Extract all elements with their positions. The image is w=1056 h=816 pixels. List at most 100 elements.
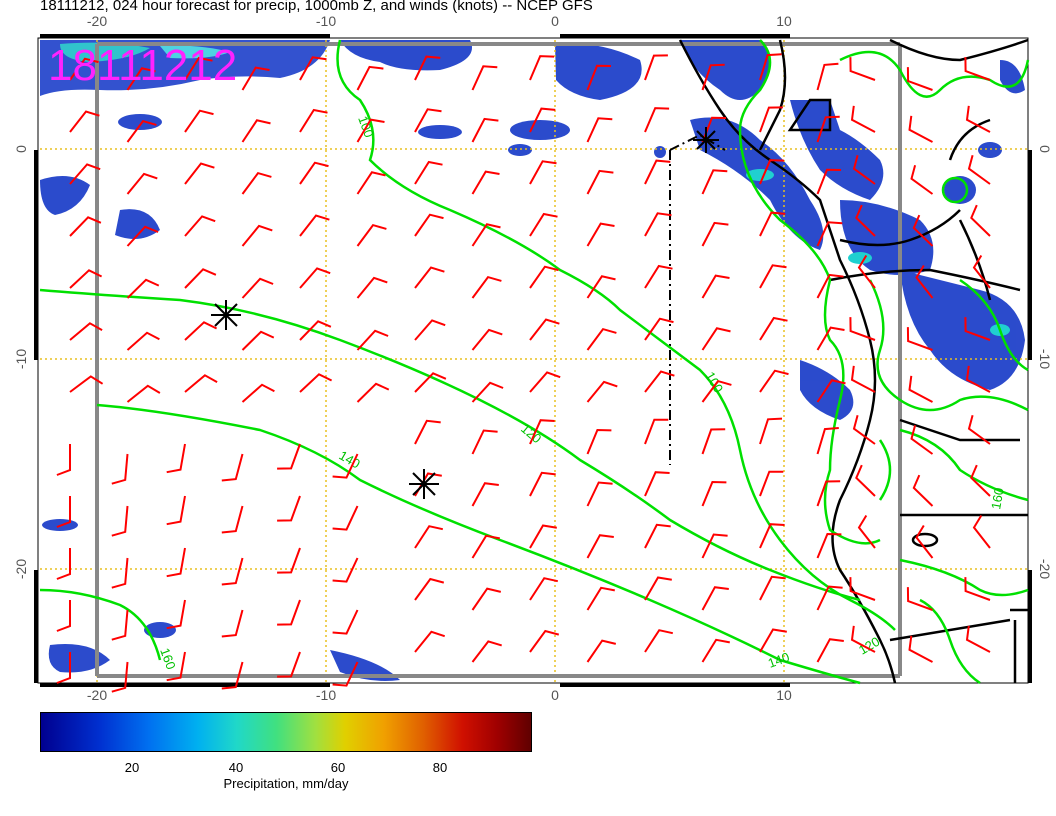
x-axis-bottom: -20 -10 0 10 (87, 687, 792, 703)
wind-barb (221, 453, 244, 482)
wind-barb (529, 419, 555, 445)
wind-barb (126, 384, 161, 403)
wind-barb (356, 171, 386, 195)
wind-barb (471, 223, 501, 247)
wind-barb (126, 278, 160, 299)
wind-barb (184, 215, 216, 237)
wind-barb (471, 328, 503, 351)
wind-barb (967, 414, 991, 445)
wind-barb (471, 640, 502, 663)
x-tick-label: -10 (316, 687, 336, 703)
wind-barb (964, 57, 991, 81)
wind-barb (701, 480, 727, 507)
wind-barb (816, 221, 843, 247)
wind-barb (69, 269, 103, 289)
wind-barb (184, 162, 215, 185)
wind-barb (972, 514, 991, 549)
wind-barb (166, 651, 186, 682)
wind-barb (644, 159, 671, 185)
wind-barb (529, 160, 557, 185)
wind-barb (299, 108, 328, 133)
wind-barb (111, 505, 129, 537)
wind-barb (414, 419, 441, 445)
wind-barb (126, 172, 158, 195)
wind-barb (908, 115, 933, 143)
wind-barb (69, 375, 104, 393)
wind-barb (471, 275, 502, 299)
y-tick-label: -20 (13, 559, 29, 579)
wind-barb (184, 109, 214, 133)
wind-barb (644, 629, 674, 653)
wind-barb (586, 275, 616, 299)
wind-barb (759, 575, 786, 601)
wind-barb (972, 254, 991, 289)
wind-barb (857, 514, 876, 549)
wind-barb (69, 57, 99, 81)
wind-barb (166, 599, 186, 630)
x-tick-label: -20 (87, 687, 107, 703)
wind-barb (964, 577, 991, 601)
wind-barb (915, 524, 934, 559)
wind-barb (701, 327, 731, 351)
wind-barbs (56, 53, 991, 693)
wind-barb (759, 159, 785, 185)
wind-barb (759, 264, 787, 289)
wind-barb (967, 154, 991, 185)
wind-barb (586, 222, 615, 247)
wind-barb (332, 661, 359, 687)
wind-barb (586, 169, 614, 195)
wind-barb (759, 53, 782, 81)
wind-barb (277, 443, 301, 470)
date-stamp: 18111212 (48, 41, 237, 90)
wind-barb (816, 379, 846, 403)
wind-barb (644, 418, 669, 445)
wind-barb (241, 277, 274, 299)
wind-barb (701, 638, 730, 663)
wind-barb (852, 154, 876, 185)
wind-barb (644, 212, 672, 237)
wind-barb (701, 428, 726, 455)
wind-barb (850, 365, 876, 393)
wind-barb (241, 330, 275, 351)
wind-barb (852, 414, 876, 445)
wind-barb (126, 331, 160, 351)
wind-barb (126, 67, 156, 91)
wind-barb (970, 464, 991, 497)
wind-barb (644, 523, 671, 549)
wind-barb (701, 274, 730, 299)
wind-barb (586, 639, 617, 663)
contour-labels: 100 120 140 160 100 120 140 160 (157, 114, 1007, 672)
colorbar-tick: 80 (432, 760, 448, 775)
wind-barb (299, 267, 331, 289)
wind-barb (56, 600, 71, 632)
y-tick-label: -10 (1037, 349, 1053, 369)
wind-barb (908, 375, 933, 403)
wind-barb (111, 453, 129, 485)
wind-barb (816, 62, 839, 91)
wind-barb (816, 115, 840, 143)
wind-barb (471, 170, 500, 195)
wind-barb (908, 635, 933, 663)
wind-barb (111, 609, 129, 641)
wind-barb (529, 471, 556, 497)
wind-barb (184, 56, 213, 81)
wind-barb (332, 557, 359, 583)
colorbar-gradient (40, 712, 532, 752)
wind-barb (221, 557, 244, 586)
wind-barb (56, 496, 71, 528)
wind-barb (586, 327, 617, 351)
wind-barb (241, 383, 275, 403)
map-frame (37, 37, 1029, 684)
wind-barb (414, 372, 447, 393)
wind-barb (414, 55, 441, 81)
wind-barb (241, 224, 273, 247)
wind-barb (906, 327, 933, 351)
wind-barb (277, 495, 301, 522)
wind-barb (906, 587, 933, 611)
wind-barb (816, 480, 841, 507)
wind-barb (644, 264, 673, 289)
wind-barb (759, 470, 784, 497)
wind-barb (759, 523, 785, 549)
y-axis-right: 0 -10 -20 (1037, 145, 1053, 579)
